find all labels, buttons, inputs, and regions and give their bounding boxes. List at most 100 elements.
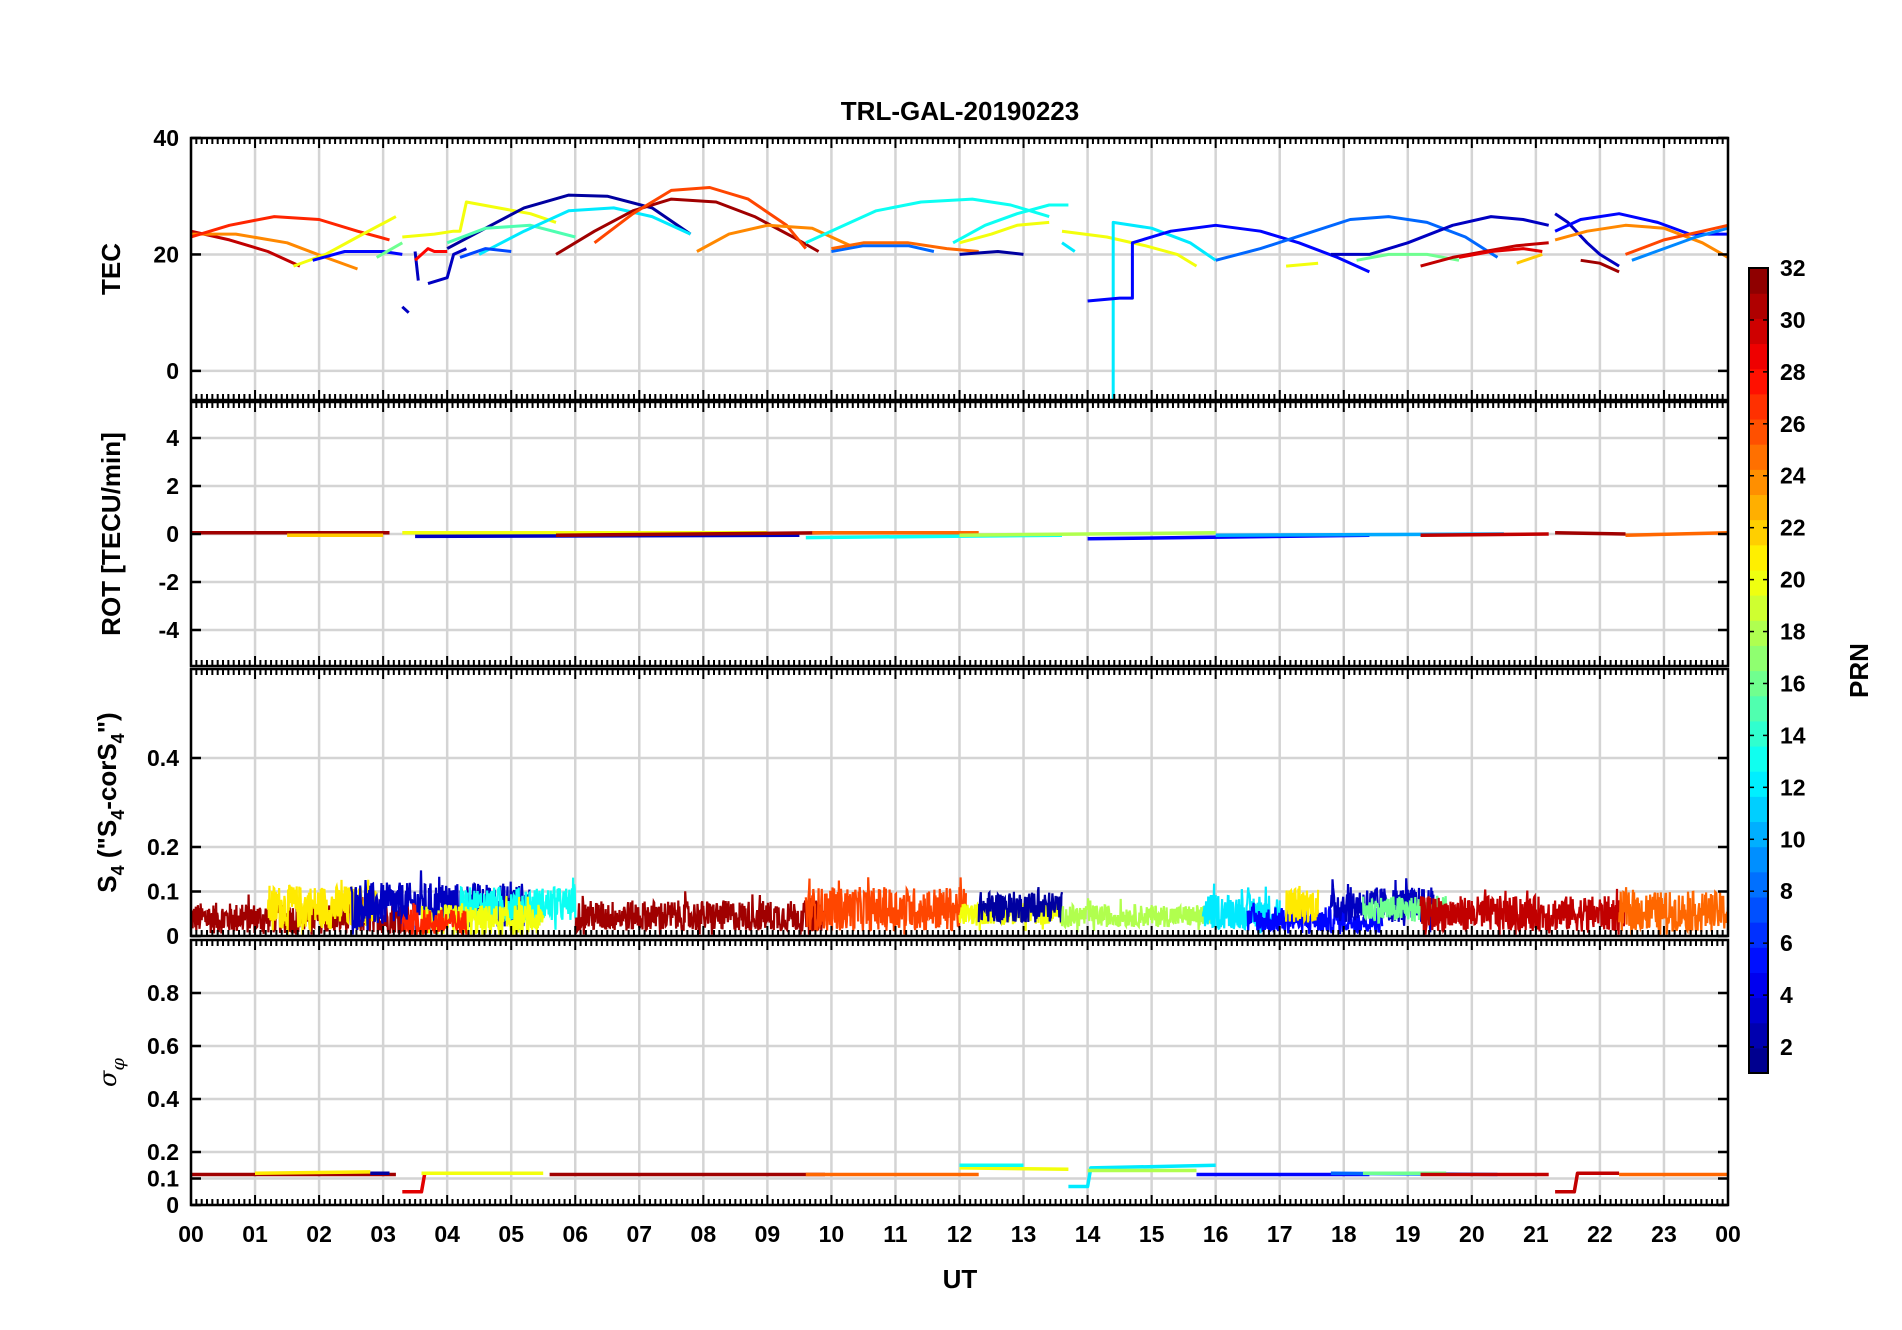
colorbar-tick-label: 28	[1780, 359, 1806, 385]
series-prn-25	[1625, 531, 1728, 537]
x-tick-label: 22	[1587, 1221, 1613, 1247]
colorbar-tick-label: 12	[1780, 774, 1806, 800]
colorbar-tick-label: 24	[1780, 463, 1806, 489]
x-tick-label: 05	[498, 1221, 524, 1247]
colorbar-swatch	[1749, 947, 1768, 973]
colorbar-swatch	[1749, 293, 1768, 319]
x-tick-label: 21	[1523, 1221, 1549, 1247]
y-tick-label: 0.4	[147, 745, 179, 771]
series-prn-16	[1356, 252, 1460, 262]
x-tick-label: 02	[306, 1221, 332, 1247]
colorbar-tick-label: 26	[1780, 411, 1806, 437]
colorbar-swatch	[1749, 670, 1768, 697]
colorbar-swatch	[1749, 544, 1768, 571]
series-prn-12	[1061, 241, 1076, 253]
x-tick-label: 17	[1267, 1221, 1293, 1247]
series-prn-3	[401, 305, 410, 314]
x-tick-label: 18	[1331, 1221, 1357, 1247]
series-prn-3	[413, 251, 420, 281]
colorbar-swatch	[1749, 494, 1768, 521]
colorbar-tick-label: 18	[1780, 619, 1806, 645]
series-prn-31	[555, 531, 826, 537]
x-tick-label: 11	[883, 1221, 908, 1247]
y-tick-label: 0.2	[147, 1139, 179, 1165]
series-prn-5	[1087, 223, 1371, 303]
colorbar-tick-label: 30	[1780, 307, 1806, 333]
x-tick-label: 03	[370, 1221, 396, 1247]
x-tick-label: 04	[434, 1221, 460, 1247]
colorbar-swatch	[1749, 268, 1768, 294]
colorbar-swatch	[1749, 318, 1768, 345]
chart-title: TRL-GAL-20190223	[841, 96, 1079, 126]
y-tick-label: 0	[166, 1192, 179, 1218]
series-prn-29	[402, 1171, 460, 1194]
series-prn-30	[1420, 532, 1549, 537]
colorbar-swatch	[1749, 972, 1768, 999]
x-tick-label: 14	[1075, 1221, 1101, 1247]
series-prn-15	[446, 223, 576, 245]
colorbar-swatch	[1749, 720, 1768, 747]
series-prn-7	[459, 247, 512, 259]
colorbar-swatch	[1749, 695, 1768, 722]
panel-data	[191, 186, 1728, 400]
colorbar-tick-label: 4	[1780, 982, 1793, 1008]
panel-2: -4 -2 0 2 4 ROT [TECU/min]	[96, 400, 1730, 668]
panel-1: 0 20 40 TEC	[96, 125, 1730, 402]
series-prn-20	[292, 215, 397, 268]
series-prn-13	[952, 203, 1069, 245]
y-axis-label: S4 ("S4-corS4")	[92, 712, 128, 892]
series-prn-28	[414, 247, 448, 262]
colorbar-swatch	[1749, 595, 1768, 621]
colorbar-swatch	[1749, 871, 1768, 898]
series-prn-9	[1631, 226, 1728, 262]
series-prn-12	[478, 206, 692, 256]
colorbar-swatch	[1749, 343, 1768, 370]
series-prn-31	[574, 891, 827, 936]
series-prn-21	[1285, 885, 1320, 925]
colorbar-swatch	[1749, 645, 1768, 672]
y-tick-label: 0.4	[147, 1086, 179, 1112]
y-tick-label: 0	[166, 521, 179, 547]
series-prn-21	[266, 879, 378, 935]
colorbar-swatch	[1749, 469, 1768, 496]
colorbar-swatch	[1749, 896, 1768, 923]
y-tick-label: 0.1	[147, 879, 179, 905]
series-prn-18	[959, 531, 1216, 537]
series-prn-24	[1554, 223, 1728, 259]
series-prn-24	[696, 223, 852, 253]
series-prn-5	[312, 250, 403, 262]
colorbar-tick-label: 6	[1780, 930, 1793, 956]
y-tick-label: 0.1	[147, 1166, 179, 1192]
y-axis-label: σφ	[94, 1058, 129, 1087]
y-tick-label: 20	[153, 241, 179, 267]
panel-3: 0 0.1 0.2 0.4 S4 ("S4-corS4")	[92, 667, 1730, 949]
colorbar-swatch	[1749, 846, 1768, 873]
y-tick-label: 0.2	[147, 834, 179, 860]
y-tick-label: -2	[159, 569, 179, 595]
y-axis-label: ROT [TECU/min]	[96, 432, 126, 636]
colorbar-tick-label: 14	[1780, 722, 1806, 748]
x-tick-label: 20	[1459, 1221, 1485, 1247]
series-prn-16	[375, 241, 404, 259]
x-tick-label: 10	[819, 1221, 845, 1247]
colorbar-swatch	[1749, 1047, 1768, 1074]
colorbar-swatch	[1749, 620, 1768, 646]
x-tick-label: 12	[947, 1221, 973, 1247]
series-prn-20	[1061, 229, 1198, 268]
series-prn-26	[804, 877, 967, 935]
series-prn-12	[1068, 220, 1217, 400]
y-tick-label: 40	[153, 125, 179, 151]
series-prn-31	[555, 197, 820, 256]
series-prn-25	[831, 241, 979, 253]
series-prn-30	[1419, 888, 1627, 935]
x-tick-label: 13	[1011, 1221, 1037, 1247]
series-prn-24	[191, 232, 359, 271]
series-prn-25	[1618, 887, 1728, 935]
series-prn-2	[959, 250, 1024, 256]
series-prn-22	[1516, 252, 1543, 265]
y-tick-label: -4	[159, 617, 180, 643]
series-prn-8	[831, 244, 935, 253]
y-axis-label: TEC	[96, 243, 126, 295]
colorbar-label: PRN	[1844, 643, 1874, 698]
